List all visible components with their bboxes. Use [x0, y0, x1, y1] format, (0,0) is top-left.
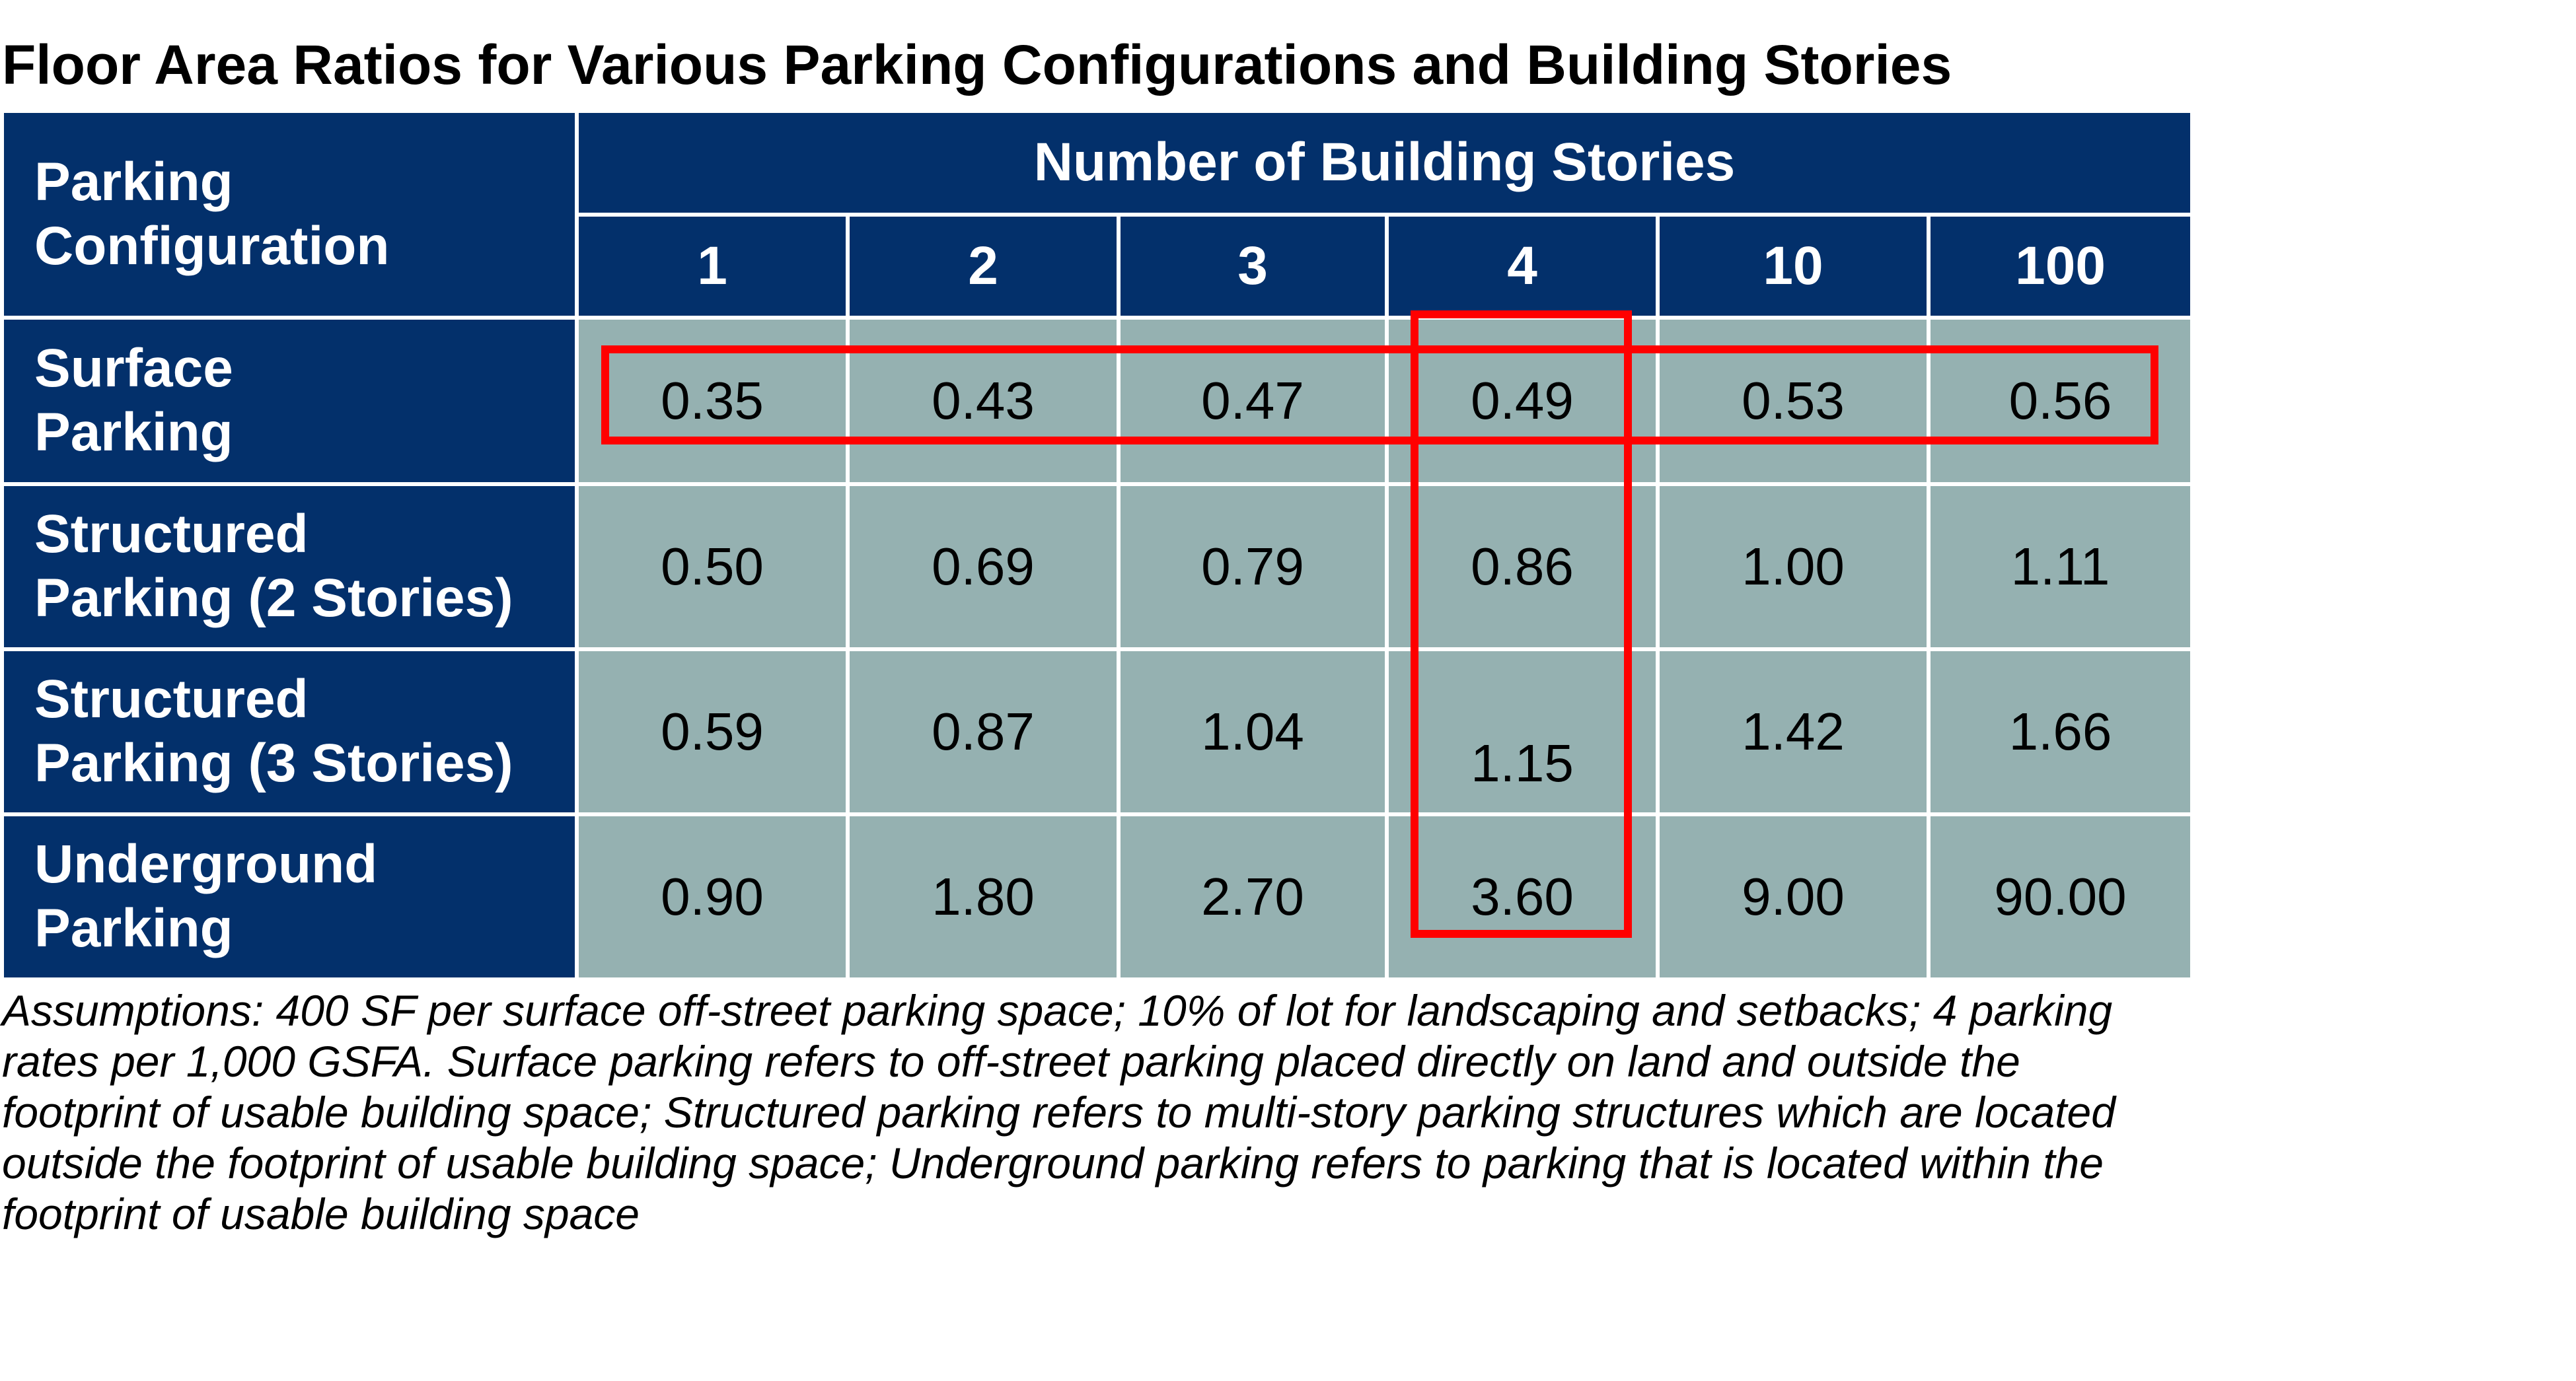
column-header: 2: [846, 213, 1121, 320]
far-table: Parking Configuration Number of Building…: [0, 109, 2195, 981]
table-cell: 0.79: [1117, 482, 1389, 651]
note-line: footprint of usable building space; Stru…: [2, 1088, 2116, 1137]
column-header: 4: [1385, 213, 1660, 320]
note-line: Assumptions: 400 SF per surface off-stre…: [2, 986, 2113, 1035]
table-cell: 90.00: [1926, 812, 2195, 981]
row-label-line: Parking (3 Stories): [34, 733, 513, 793]
row-label-line: Parking: [34, 898, 233, 958]
header-row-columns: 1 2 3 4 10 100: [2, 213, 2195, 320]
table-cell: 0.35: [575, 316, 850, 486]
table-row: Surface Parking 0.35 0.43 0.47 0.49 0.53…: [0, 316, 2195, 486]
table-cell: 1.04: [1117, 647, 1389, 816]
row-label-line: Structured: [34, 669, 309, 730]
table-cell: 3.60: [1385, 812, 1660, 981]
table-cell: 1.15: [1385, 647, 1660, 816]
table-cell: 0.86: [1385, 482, 1660, 651]
table-cell: 1.66: [1926, 647, 2195, 816]
table-cell: 1.11: [1926, 482, 2195, 651]
note-line: rates per 1,000 GSFA. Surface parking re…: [2, 1037, 2020, 1086]
table-cell: 9.00: [1656, 812, 1931, 981]
table-cell: 0.43: [846, 316, 1121, 486]
assumptions-note: Assumptions: 400 SF per surface off-stre…: [2, 985, 2222, 1240]
table-cell: 1.80: [846, 812, 1121, 981]
column-header: 100: [1926, 213, 2195, 320]
row-label-line: Underground: [34, 834, 378, 895]
row-label: Surface Parking: [0, 316, 579, 486]
row-label-line: Parking: [34, 402, 233, 462]
table-row: Structured Parking (3 Stories) 0.59 0.87…: [0, 647, 2195, 816]
table-cell: 0.50: [575, 482, 850, 651]
row-label-line: Surface: [34, 338, 233, 399]
table-cell: 0.90: [575, 812, 850, 981]
column-header: 1: [575, 213, 850, 320]
row-header-label-line: Parking: [34, 151, 233, 212]
table-cell: 0.47: [1117, 316, 1389, 486]
table-cell: 0.87: [846, 647, 1121, 816]
table-cell: 0.59: [575, 647, 850, 816]
row-label-line: Structured: [34, 504, 309, 565]
table-row: Underground Parking 0.90 1.80 2.70 3.60 …: [0, 812, 2195, 981]
row-label: Structured Parking (3 Stories): [0, 647, 579, 816]
table-cell: 0.69: [846, 482, 1121, 651]
table-cell: 0.49: [1385, 316, 1660, 486]
row-header-label: Parking Configuration: [0, 109, 579, 320]
table-cell: 1.00: [1656, 482, 1931, 651]
row-label: Underground Parking: [0, 812, 579, 981]
note-line: outside the footprint of usable building…: [2, 1139, 2104, 1187]
page-title: Floor Area Ratios for Various Parking Co…: [2, 34, 1952, 96]
table-cell: 1.42: [1656, 647, 1931, 816]
column-group-label: Number of Building Stories: [574, 109, 2195, 217]
header-row-group: Parking Configuration Number of Building…: [0, 109, 2195, 320]
row-label: Structured Parking (2 Stories): [0, 482, 579, 651]
table-cell: 0.56: [1926, 316, 2195, 486]
row-label-line: Parking (2 Stories): [34, 568, 513, 628]
table-cell: 2.70: [1117, 812, 1389, 981]
row-header-label-line: Configuration: [34, 215, 390, 276]
table-row: Structured Parking (2 Stories) 0.50 0.69…: [0, 482, 2195, 651]
column-header: 10: [1656, 213, 1931, 320]
column-header: 3: [1117, 213, 1389, 320]
table-cell: 0.53: [1656, 316, 1931, 486]
note-line: footprint of usable building space: [2, 1189, 640, 1238]
